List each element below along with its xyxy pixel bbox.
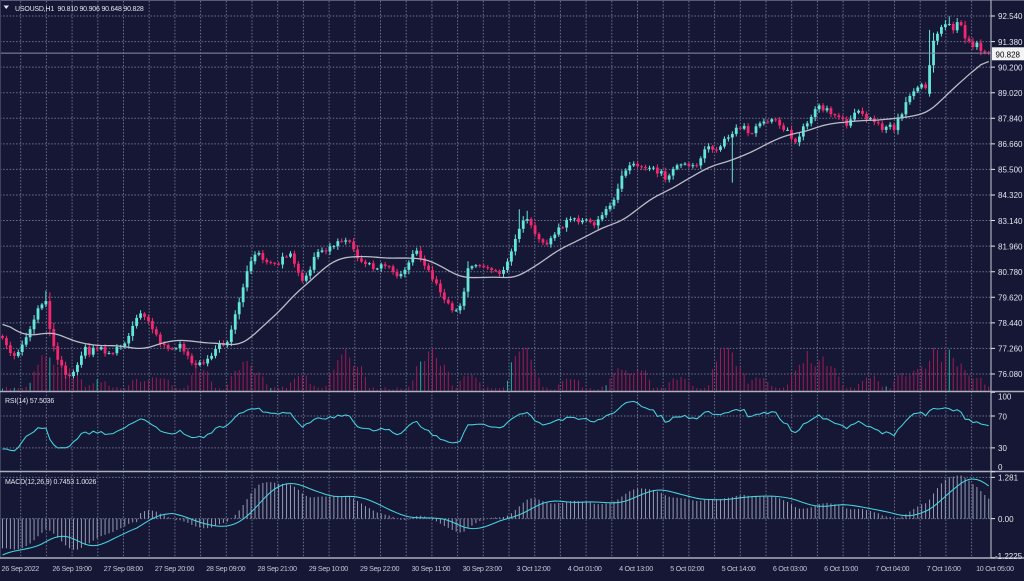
svg-text:MACD(12,26,9) 0.7453 1.0026: MACD(12,26,9) 0.7453 1.0026 bbox=[5, 479, 97, 486]
svg-text:86.660: 86.660 bbox=[998, 140, 1023, 149]
svg-text:77.260: 77.260 bbox=[998, 345, 1023, 354]
svg-text:0: 0 bbox=[998, 463, 1003, 472]
svg-text:-1.2225: -1.2225 bbox=[995, 552, 1023, 561]
svg-text:26 Sep 19:00: 26 Sep 19:00 bbox=[52, 564, 91, 573]
svg-text:27 Sep 20:00: 27 Sep 20:00 bbox=[155, 564, 194, 573]
svg-text:7 Oct 16:00: 7 Oct 16:00 bbox=[927, 564, 961, 573]
svg-text:4 Oct 13:00: 4 Oct 13:00 bbox=[619, 564, 653, 573]
svg-text:78.440: 78.440 bbox=[998, 319, 1023, 328]
svg-text:91.380: 91.380 bbox=[998, 38, 1023, 47]
svg-text:79.620: 79.620 bbox=[998, 293, 1023, 302]
svg-text:29 Sep 22:00: 29 Sep 22:00 bbox=[360, 564, 399, 573]
svg-text:76.080: 76.080 bbox=[998, 370, 1023, 379]
svg-text:RSI(14) 57.5036: RSI(14) 57.5036 bbox=[5, 398, 54, 405]
svg-text:1.281: 1.281 bbox=[998, 474, 1019, 483]
svg-text:30 Sep 11:00: 30 Sep 11:00 bbox=[412, 564, 451, 573]
svg-text:5 Oct 14:00: 5 Oct 14:00 bbox=[722, 564, 756, 573]
svg-text:87.840: 87.840 bbox=[998, 114, 1023, 123]
svg-text:28 Sep 21:00: 28 Sep 21:00 bbox=[258, 564, 297, 573]
svg-text:100: 100 bbox=[998, 393, 1012, 402]
svg-text:30: 30 bbox=[998, 444, 1007, 453]
svg-text:USOUSD,H1 90.810 90.906 90.64: USOUSD,H1 90.810 90.906 90.648 90.828 bbox=[15, 6, 144, 13]
svg-text:29 Sep 10:00: 29 Sep 10:00 bbox=[309, 564, 348, 573]
svg-text:4 Oct 01:00: 4 Oct 01:00 bbox=[568, 564, 602, 573]
svg-text:89.020: 89.020 bbox=[998, 89, 1023, 98]
svg-text:0.00: 0.00 bbox=[998, 515, 1014, 524]
svg-text:92.540: 92.540 bbox=[998, 12, 1023, 21]
svg-text:26 Sep 2022: 26 Sep 2022 bbox=[2, 564, 40, 573]
svg-text:90.200: 90.200 bbox=[998, 63, 1023, 72]
svg-text:85.500: 85.500 bbox=[998, 166, 1023, 175]
svg-text:5 Oct 02:00: 5 Oct 02:00 bbox=[670, 564, 704, 573]
svg-text:90.828: 90.828 bbox=[996, 50, 1021, 59]
svg-text:27 Sep 08:00: 27 Sep 08:00 bbox=[104, 564, 143, 573]
svg-text:80.780: 80.780 bbox=[998, 268, 1023, 277]
svg-text:81.960: 81.960 bbox=[998, 242, 1023, 251]
svg-text:30 Sep 23:00: 30 Sep 23:00 bbox=[463, 564, 502, 573]
svg-text:28 Sep 09:00: 28 Sep 09:00 bbox=[206, 564, 245, 573]
svg-text:3 Oct 12:00: 3 Oct 12:00 bbox=[516, 564, 550, 573]
svg-text:6 Oct 03:00: 6 Oct 03:00 bbox=[773, 564, 807, 573]
svg-text:83.140: 83.140 bbox=[998, 217, 1023, 226]
svg-text:7 Oct 04:00: 7 Oct 04:00 bbox=[875, 564, 909, 573]
svg-text:6 Oct 15:00: 6 Oct 15:00 bbox=[824, 564, 858, 573]
svg-text:84.320: 84.320 bbox=[998, 191, 1023, 200]
svg-text:10 Oct 05:00: 10 Oct 05:00 bbox=[976, 564, 1014, 573]
svg-text:70: 70 bbox=[998, 412, 1007, 421]
